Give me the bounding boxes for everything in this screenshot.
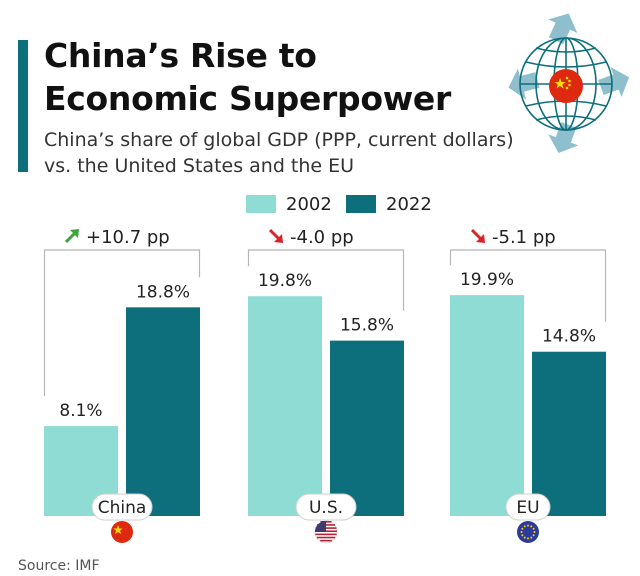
flag-star-icon: [527, 537, 529, 540]
legend-label: 2002: [286, 193, 332, 215]
category-pill: [91, 493, 153, 521]
category-pill: [505, 493, 551, 521]
change-bracket: [43, 249, 201, 397]
down-arrow-head-icon: [274, 234, 283, 243]
legend-swatch-2002: [246, 195, 276, 213]
bar-2002: [450, 295, 524, 516]
legend-item-2002: 2002: [246, 192, 332, 216]
change-label: -5.1 pp: [492, 227, 556, 248]
bar-chart: 8.1% 18.8% +10.7 pp China 19.8% 15.8% -4.0 pp U…: [43, 227, 607, 544]
bar-2022: [126, 307, 200, 516]
change-bracket: [449, 249, 607, 322]
change-bracket: [247, 249, 405, 311]
eu-flag-icon: [517, 521, 539, 543]
flag-star-icon: [532, 534, 535, 537]
category-pill: [295, 493, 357, 521]
accent-bar: [18, 40, 28, 172]
flag-stripe: [315, 533, 337, 536]
change-label: -4.0 pp: [290, 227, 354, 248]
change-label: +10.7 pp: [86, 227, 170, 248]
bar-2022: [532, 351, 606, 516]
data-label-2022: 14.8%: [542, 327, 596, 347]
flag-star-icon: [521, 527, 524, 530]
category-label: U.S.: [309, 498, 343, 518]
data-label-2002: 19.8%: [258, 271, 312, 291]
source-note: Source: IMF: [18, 558, 100, 574]
up-arrow-head-icon: [70, 229, 79, 238]
bar-2002: [248, 296, 322, 516]
flag-star-icon: [533, 531, 536, 533]
flag-star-icon: [113, 525, 123, 534]
data-label-2022: 18.8%: [136, 282, 190, 302]
down-arrow-head-icon: [476, 234, 485, 243]
page-subtitle: China’s share of global GDP (PPP, curren…: [44, 129, 514, 177]
flag-star-icon: [530, 525, 533, 528]
flag-stripe: [320, 539, 332, 542]
legend-item-2022: 2022: [346, 192, 432, 216]
legend: 2002 2022: [0, 192, 640, 216]
flag-star-icon: [532, 527, 535, 530]
legend-swatch-2022: [346, 195, 376, 213]
data-label-2002: 8.1%: [59, 401, 102, 421]
page-title: China’s Rise to Economic Superpower: [44, 36, 451, 118]
flag-stripe: [316, 536, 336, 539]
flag-canton: [315, 521, 326, 532]
flag-star-icon: [523, 525, 526, 528]
category-label: China: [98, 498, 147, 518]
flag-star-icon: [530, 536, 533, 539]
flag-star-icon: [521, 534, 524, 537]
bar-2022: [330, 340, 404, 516]
china-flag-icon: [111, 521, 133, 543]
category-label: EU: [516, 498, 539, 518]
flag-star-icon: [527, 524, 529, 527]
flag-star-icon: [520, 531, 523, 533]
legend-label: 2022: [386, 193, 432, 215]
data-label-2022: 15.8%: [340, 316, 394, 336]
globe-icon: [508, 13, 630, 154]
data-label-2002: 19.9%: [460, 270, 514, 290]
flag-star-icon: [523, 536, 526, 539]
